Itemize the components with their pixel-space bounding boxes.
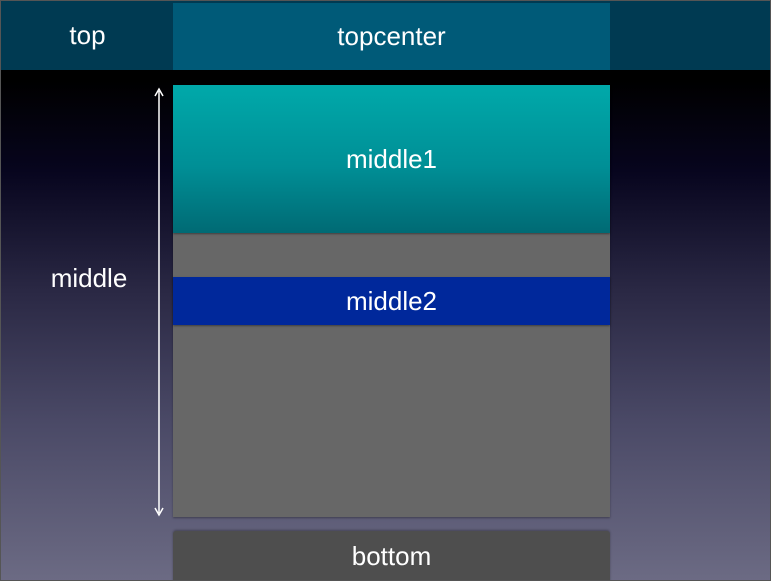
middle-region-label: middle (50, 263, 128, 293)
topcenter-box: topcenter (173, 3, 610, 70)
top-region-label: top (69, 20, 106, 50)
bottom-box: bottom (173, 531, 610, 580)
middle2-box: middle2 (173, 277, 610, 325)
middle1-box: middle1 (173, 85, 610, 233)
double-arrow-vertical-icon (154, 87, 164, 517)
